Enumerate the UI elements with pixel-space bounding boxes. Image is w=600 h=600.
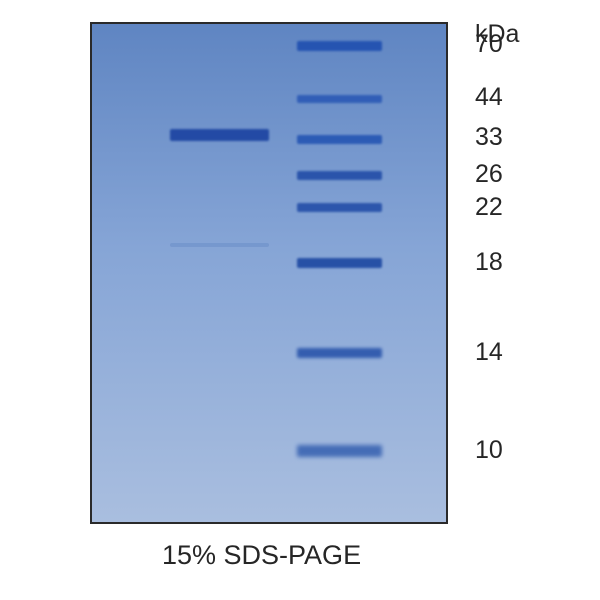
gel-band — [297, 348, 382, 358]
gel-band — [297, 203, 382, 212]
gel-band — [170, 129, 269, 141]
mw-label: 22 — [475, 193, 503, 222]
mw-label: 10 — [475, 436, 503, 465]
gel-band — [297, 258, 382, 268]
gel-frame — [90, 22, 448, 524]
gel-band — [297, 41, 382, 51]
mw-label: 70 — [475, 30, 503, 59]
gel-background — [92, 24, 446, 522]
mw-label: 33 — [475, 123, 503, 152]
mw-label: 26 — [475, 160, 503, 189]
gel-band — [297, 171, 382, 180]
caption: 15% SDS-PAGE — [162, 540, 361, 571]
mw-label: 44 — [475, 83, 503, 112]
ladder-lane — [297, 24, 382, 522]
sample-lane — [170, 24, 269, 522]
mw-label: 14 — [475, 338, 503, 367]
gel-band — [297, 95, 382, 103]
gel-band — [297, 445, 382, 457]
gel-band — [170, 243, 269, 247]
mw-label: 18 — [475, 248, 503, 277]
gel-band — [297, 135, 382, 144]
